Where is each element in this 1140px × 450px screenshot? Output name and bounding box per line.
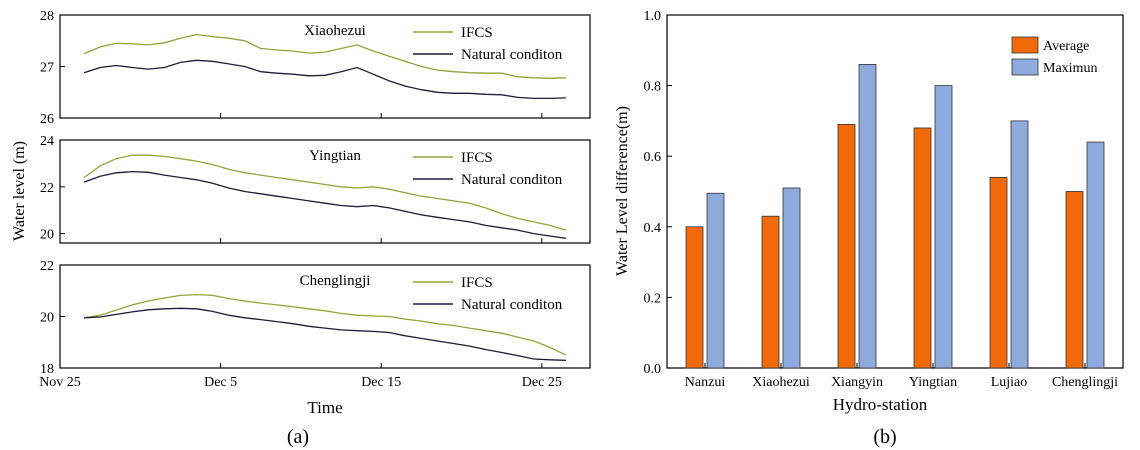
legend-label: Natural conditon xyxy=(461,297,563,313)
bar-average xyxy=(837,124,856,369)
plot-frame xyxy=(59,139,591,244)
y-tick-label: 20 xyxy=(40,228,54,243)
bar-maximun xyxy=(1086,141,1105,369)
x-tick-label: Xiangyin xyxy=(831,375,883,390)
bar-average xyxy=(989,176,1008,369)
x-tick-label: Yingtian xyxy=(909,375,957,390)
x-tick-label: Chenglingji xyxy=(1052,375,1118,390)
legend-label: Maximun xyxy=(1043,61,1097,76)
x-tick-label: Nov 25 xyxy=(39,375,81,390)
bar-average xyxy=(685,226,704,369)
x-tick-label: Dec 25 xyxy=(522,375,562,390)
legend-swatch xyxy=(1011,36,1039,54)
panel-label-a: (a) xyxy=(287,426,309,448)
legend-label: Average xyxy=(1043,39,1089,54)
y-tick-label: 26 xyxy=(40,112,54,127)
bar-average xyxy=(1065,191,1084,369)
series-line-ifcs xyxy=(83,293,567,356)
bar-maximun xyxy=(934,85,953,369)
x-tick-label: Xiaohezui xyxy=(752,375,810,390)
y-tick-label: 20 xyxy=(40,311,54,326)
panel-label-b: (b) xyxy=(873,426,896,448)
x-tick-label: Dec 5 xyxy=(204,375,237,390)
series-line-ifcs xyxy=(83,33,566,79)
x-tick-label: Lujiao xyxy=(991,375,1028,390)
y-axis-label: Water level (m) xyxy=(11,141,28,241)
y-tick-label: 22 xyxy=(40,181,54,196)
series-line-ifcs xyxy=(83,154,567,231)
y-tick-label: 0.4 xyxy=(644,221,662,236)
x-tick-label: Nanzui xyxy=(685,375,726,390)
y-tick-label: 28 xyxy=(40,9,54,24)
y-tick-label: 0.6 xyxy=(644,150,662,165)
y-tick-label: 22 xyxy=(40,259,54,274)
y-tick-label: 18 xyxy=(40,362,54,377)
bar-average xyxy=(761,215,780,369)
x-tick-label: Dec 15 xyxy=(361,375,401,390)
plot-frame xyxy=(666,14,1124,369)
legend-label: IFCS xyxy=(461,275,493,291)
x-axis-label: Hydro-station xyxy=(833,395,928,414)
legend-label: IFCS xyxy=(461,25,493,41)
subplot-chenglingji: 18 20 22 Nov 25 Dec 5 Dec 15 Dec 25 Chenglingji… xyxy=(39,259,591,390)
bar-average xyxy=(913,127,932,369)
subplot-yingtian: 20 22 24 Yingtian IFCS Natural conditon xyxy=(40,134,591,244)
series-line-natural-conditon xyxy=(83,170,566,239)
legend-swatch xyxy=(1011,58,1039,76)
subplot-title: Xiaohezui xyxy=(304,23,366,39)
series-line-natural-conditon xyxy=(84,307,566,361)
y-tick-label: 0.0 xyxy=(644,362,662,377)
legend-label: Natural conditon xyxy=(461,47,563,63)
panel-b-bar-chart: 0.0 0.2 0.4 0.6 0.8 1.0 Nanzui Xiaohezui Xiangyi… xyxy=(614,9,1124,414)
y-tick-label: 24 xyxy=(40,134,54,149)
subplot-xiaohezui: 26 27 28 Xiaohezui IFCS Natural conditon xyxy=(40,9,591,127)
y-axis-label: Water Level difference(m) xyxy=(614,106,631,276)
y-tick-label: 27 xyxy=(40,61,54,76)
bar-maximun xyxy=(1010,120,1029,369)
y-tick-label: 1.0 xyxy=(644,9,662,24)
subplot-title: Chenglingji xyxy=(300,273,371,289)
x-axis-label: Time xyxy=(307,398,342,417)
series-line-natural-conditon xyxy=(83,59,566,100)
y-tick-label: 0.8 xyxy=(644,80,662,95)
bar-maximun xyxy=(858,64,877,369)
legend-label: Natural conditon xyxy=(461,172,563,188)
legend-label: IFCS xyxy=(461,150,493,166)
bar-maximun xyxy=(706,192,725,369)
bar-maximun xyxy=(782,187,801,369)
y-tick-label: 0.2 xyxy=(644,291,662,306)
subplot-title: Yingtian xyxy=(309,148,361,164)
